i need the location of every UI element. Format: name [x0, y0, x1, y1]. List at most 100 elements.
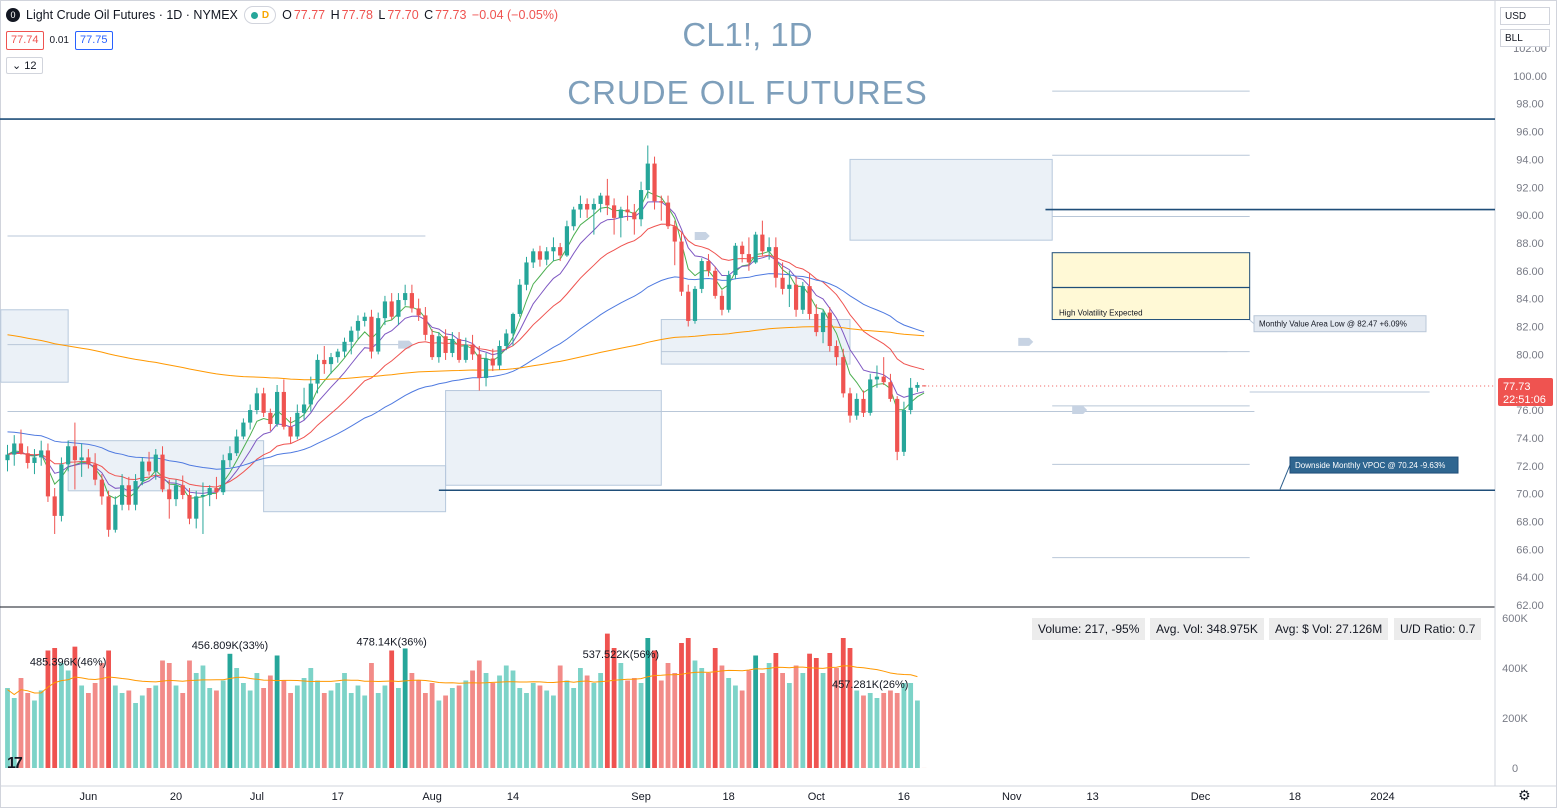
- candle-body: [403, 293, 408, 301]
- candle-body: [214, 488, 219, 493]
- volume-bar: [854, 690, 860, 768]
- candle: [140, 457, 145, 486]
- candle: [362, 312, 367, 327]
- volume-bar: [840, 638, 846, 768]
- ask-button[interactable]: 77.75: [75, 31, 113, 50]
- candle: [281, 379, 286, 430]
- candle-body: [665, 202, 671, 227]
- candle-body: [430, 334, 435, 358]
- bid-ask-row: 77.74 0.01 77.75: [6, 31, 113, 50]
- volume-bar: [463, 680, 469, 768]
- candle: [908, 378, 913, 415]
- price-tick-label: 76.00: [1516, 405, 1544, 417]
- currency-select[interactable]: USD: [1500, 7, 1550, 25]
- candle-body: [773, 247, 778, 278]
- volume-bar: [861, 695, 866, 768]
- candle: [632, 203, 637, 235]
- candle-body: [841, 357, 846, 394]
- volume-bar: [369, 663, 374, 768]
- volume-bar: [652, 650, 657, 768]
- candle: [86, 449, 91, 469]
- volume-bar: [92, 683, 98, 768]
- candle: [901, 401, 907, 457]
- volume-bar: [288, 693, 293, 768]
- price-tick-label: 92.00: [1516, 182, 1544, 194]
- bid-button[interactable]: 77.74: [6, 31, 44, 50]
- volume-bar: [699, 668, 705, 768]
- volume-bar: [524, 693, 529, 768]
- volume-bar: [227, 653, 233, 768]
- candle-body: [221, 460, 226, 493]
- value-area-box: [0, 309, 69, 383]
- candle: [133, 474, 138, 511]
- volume-bar: [99, 663, 105, 768]
- candle: [706, 254, 711, 277]
- candle-body: [915, 384, 920, 388]
- candle-body: [504, 333, 509, 346]
- volume-bar: [449, 688, 455, 768]
- candle: [841, 348, 846, 398]
- candle-body: [793, 284, 799, 310]
- volume-bar: [557, 665, 563, 768]
- value-area-box: [445, 390, 662, 486]
- price-tick-label: 100.00: [1513, 71, 1547, 83]
- volume-bar: [193, 673, 199, 768]
- volume-bar: [402, 648, 408, 768]
- candle-body: [409, 293, 414, 309]
- candle-body: [194, 496, 199, 519]
- candle-body: [301, 404, 307, 413]
- candle: [760, 220, 765, 256]
- high-volatility-label: High Volatility Expected: [1059, 308, 1143, 317]
- candle: [200, 482, 206, 534]
- candle-body: [45, 450, 51, 497]
- candle-body: [349, 330, 354, 342]
- volume-peak-label: 456.809K(33%): [192, 640, 268, 652]
- interval-badge[interactable]: D: [243, 6, 277, 24]
- volume-bar: [355, 685, 361, 768]
- volume-bar: [200, 665, 206, 768]
- candle: [807, 273, 812, 320]
- volume-bar: [382, 685, 388, 768]
- candle-body: [140, 461, 145, 482]
- symbol-title[interactable]: Light Crude Oil Futures · 1D · NYMEX: [26, 8, 238, 22]
- gear-icon[interactable]: ⚙: [1518, 787, 1531, 803]
- candle: [396, 293, 401, 326]
- volume-bar: [813, 658, 819, 768]
- candle: [895, 396, 900, 461]
- price-tick-label: 66.00: [1516, 544, 1544, 556]
- candle: [72, 422, 77, 490]
- volume-bar: [908, 683, 914, 768]
- volume-bar: [894, 693, 900, 768]
- candle-body: [59, 464, 64, 516]
- candle-body: [874, 376, 880, 380]
- candle-body: [52, 496, 57, 516]
- tradingview-logo[interactable]: 17: [7, 755, 23, 772]
- volume-bar: [416, 680, 422, 768]
- candle: [430, 329, 435, 360]
- candle-body: [369, 316, 374, 352]
- high-label: H: [330, 8, 340, 22]
- candle-body: [18, 443, 24, 454]
- candle: [767, 237, 772, 260]
- volume-stat: Volume: 217, -95%: [1032, 618, 1146, 640]
- price-tick-label: 90.00: [1516, 210, 1544, 222]
- indicators-toggle[interactable]: ⌄ 12: [6, 57, 43, 74]
- volume-bar: [604, 633, 610, 768]
- volume-bar: [396, 688, 401, 768]
- candle-body: [517, 284, 522, 314]
- candle: [638, 181, 644, 227]
- price-tick-label: 96.00: [1516, 127, 1544, 139]
- candle-body: [659, 201, 664, 203]
- volume-bar: [598, 673, 604, 768]
- candle-body: [787, 284, 792, 289]
- ma-blue-line: [7, 273, 925, 470]
- value-area-box: [263, 465, 447, 513]
- unit-select[interactable]: BLL: [1500, 29, 1550, 47]
- candle: [234, 429, 239, 457]
- candle-body: [396, 300, 401, 317]
- volume-bar: [834, 668, 839, 768]
- candle: [504, 329, 509, 351]
- volume-bar: [786, 683, 792, 768]
